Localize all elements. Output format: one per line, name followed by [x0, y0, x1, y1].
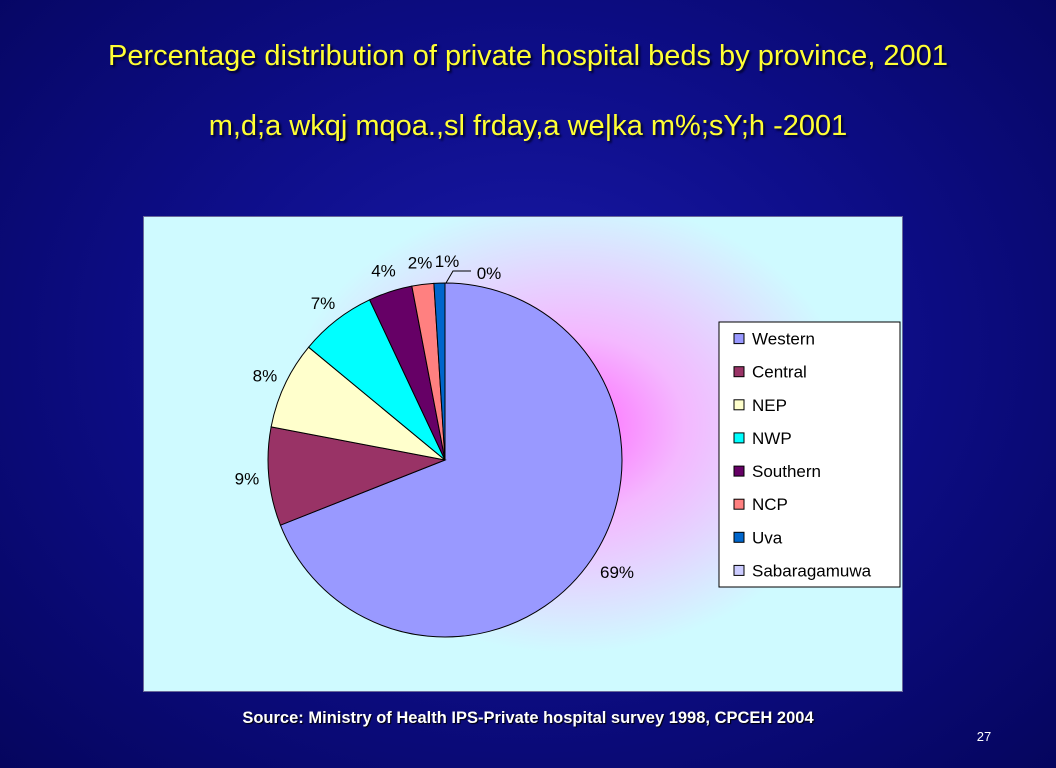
legend-swatch-ncp: [733, 498, 745, 510]
data-label-central: 9%: [235, 470, 260, 489]
pie-slice-western: [279, 282, 623, 638]
legend-label-nwp: NWP: [752, 429, 792, 448]
pie-chart: 69% 9% 8% 7% 4% 2% 1% 0% Western Central NEP NWP Sou…: [143, 216, 903, 692]
legend-label-western: Western: [752, 330, 815, 349]
data-label-uva: 1%: [435, 252, 460, 271]
page-number: 27: [976, 729, 992, 744]
data-label-ncp: 2%: [408, 254, 433, 273]
legend: [718, 321, 901, 588]
source-note: Source: Ministry of Health IPS-Private h…: [242, 709, 814, 727]
legend-swatch-central: [733, 366, 745, 378]
legend-label-sabaragamuwa: Sabaragamuwa: [752, 561, 872, 580]
legend-swatch-uva: [733, 531, 745, 543]
legend-label-ncp: NCP: [752, 495, 788, 514]
slide-subtitle: m,d;a wkqj mqoa.,sl frday,a we|ka m%;sY;…: [208, 110, 848, 142]
data-label-sabaragamuwa: 0%: [477, 264, 502, 283]
legend-swatch-sabaragamuwa: [733, 564, 745, 576]
legend-label-uva: Uva: [752, 528, 783, 547]
pie-slice-nep: [270, 346, 446, 461]
legend-label-nep: NEP: [752, 396, 787, 415]
legend-swatch-western: [733, 333, 745, 345]
legend-swatch-nep: [733, 399, 745, 411]
legend-label-southern: Southern: [752, 462, 821, 481]
slide-title: Percentage distribution of private hospi…: [108, 40, 948, 72]
data-label-southern: 4%: [371, 262, 396, 281]
data-label-nwp: 7%: [311, 294, 336, 313]
pie-chart-svg: 69% 9% 8% 7% 4% 2% 1% 0% Western Central NEP NWP Sou…: [235, 252, 901, 638]
legend-label-central: Central: [752, 363, 807, 382]
data-label-western: 69%: [600, 563, 634, 582]
legend-swatch-nwp: [733, 432, 745, 444]
pie-slice-central: [267, 426, 447, 526]
data-label-nep: 8%: [253, 366, 278, 385]
pie-slice-uva: [433, 282, 446, 461]
leader-line: [445, 270, 471, 284]
legend-swatch-southern: [733, 465, 745, 477]
